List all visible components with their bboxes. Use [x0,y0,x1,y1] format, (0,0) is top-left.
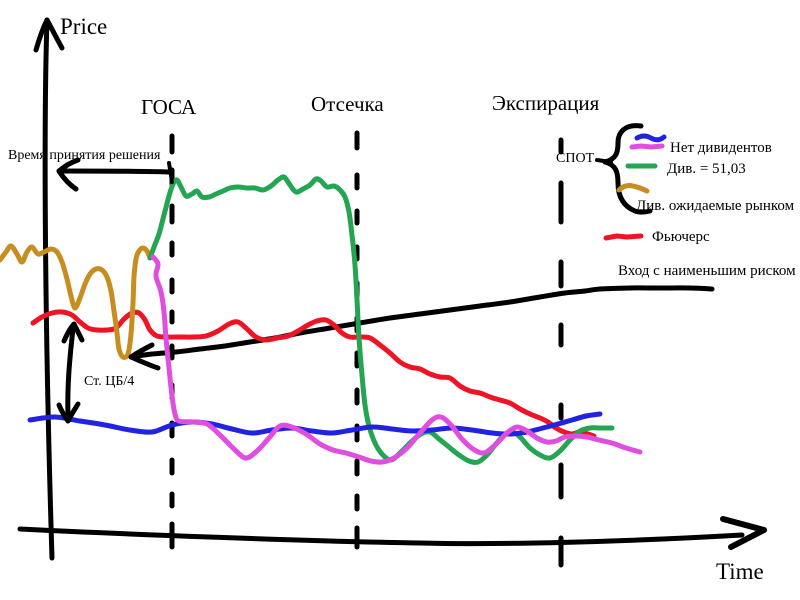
legend-label-dividends-expected: Див. ожидаемые рынком [636,198,795,214]
decision-time-arrow [56,157,174,192]
event-label-otsechka: Отсечка [311,92,384,116]
cb-rate-label: Ст. ЦБ/4 [84,374,135,389]
legend-label-no-dividends: Нет дивидентов [670,140,772,156]
legend-swatch-red [603,233,644,241]
y-axis-arrowhead [33,17,65,53]
entry-line-arrowhead [128,342,161,371]
legend-label-futures: Фьючерс [652,229,710,245]
x-axis-arrowhead [720,516,767,550]
decision-time-label: Время принятия решения [8,148,161,163]
legend-swatch-magenta [629,143,665,150]
series-dividends-expected-by-market [0,243,153,360]
legend-brace [595,123,653,215]
legend-swatches [603,133,667,241]
legend-label-dividend-value: Див. = 51,03 [667,161,746,177]
spot-label: СПОТ [556,151,595,166]
legend-swatch-blue [634,133,667,143]
y-axis-label: Price [60,14,108,39]
cb-rate-double-arrow [56,321,85,424]
series-lowest-risk-entry [128,285,715,360]
event-label-expiration: Экспирация [492,91,600,115]
cb-arrow-bottom-head [56,401,81,424]
x-axis-label: Time [716,559,764,584]
event-label-gosa: ГОСА [141,95,197,119]
series-futures [30,309,597,439]
cb-arrow-top-head [61,321,85,344]
x-axis [17,516,767,550]
y-axis [33,17,65,561]
legend-label-entry-risk: Вход с наименьшим риском [618,263,796,279]
event-lines [169,130,564,568]
spot-connector [595,158,613,164]
price-series [0,174,715,465]
series-spot-no-dividends-magenta [150,254,643,465]
legend-swatch-orange [616,183,650,194]
